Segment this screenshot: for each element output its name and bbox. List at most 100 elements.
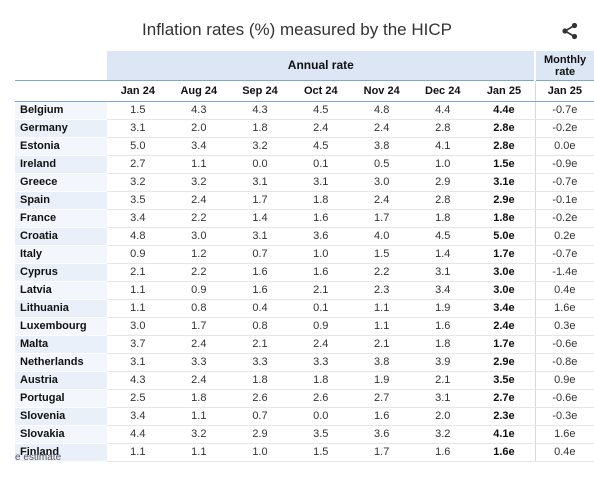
monthly-value-cell: -0.7e bbox=[534, 101, 594, 120]
value-cell: 0.4 bbox=[229, 299, 291, 318]
value-cell: 1.0 bbox=[412, 155, 474, 174]
value-cell: 0.9 bbox=[168, 281, 230, 300]
share-icon[interactable] bbox=[561, 22, 579, 40]
value-cell: 3.0 bbox=[107, 317, 169, 336]
value-cell: 1.6 bbox=[412, 317, 474, 336]
value-cell: 1.5 bbox=[107, 101, 169, 120]
monthly-value-cell: -0.6e bbox=[534, 335, 594, 354]
value-cell: 1.7e bbox=[473, 245, 536, 264]
monthly-value-cell: -0.2e bbox=[534, 119, 594, 138]
value-cell: 5.0e bbox=[473, 227, 536, 246]
value-cell: 2.9e bbox=[473, 191, 536, 210]
table-row: Italy 0.9 1.2 0.7 1.0 1.5 1.4 1.7e -0.7e bbox=[15, 245, 594, 264]
footnote: e estimate bbox=[15, 452, 62, 463]
value-cell: 1.1 bbox=[107, 443, 169, 462]
value-cell: 1.6 bbox=[412, 443, 474, 462]
table-row: Ireland 2.7 1.1 0.0 0.1 0.5 1.0 1.5e -0.9e bbox=[15, 155, 594, 174]
value-cell: 0.7 bbox=[229, 407, 291, 426]
header-row-top: Annual rate Monthly rate bbox=[15, 51, 594, 81]
value-cell: 0.9 bbox=[290, 317, 352, 336]
country-cell: Spain bbox=[15, 191, 108, 210]
value-cell: 1.8e bbox=[473, 209, 536, 228]
value-cell: 3.3 bbox=[229, 353, 291, 372]
table-row: Cyprus 2.1 2.2 1.6 1.6 2.2 3.1 3.0e -1.4e bbox=[15, 263, 594, 282]
value-cell: 2.5 bbox=[107, 389, 169, 408]
value-cell: 3.5 bbox=[290, 425, 352, 444]
value-cell: 4.5 bbox=[412, 227, 474, 246]
value-cell: 1.1 bbox=[107, 299, 169, 318]
value-cell: 1.1 bbox=[168, 155, 230, 174]
table-row: Belgium 1.5 4.3 4.3 4.5 4.8 4.4 4.4e -0.7e bbox=[15, 101, 594, 120]
value-cell: 3.2 bbox=[168, 173, 230, 192]
value-cell: 1.6 bbox=[229, 263, 291, 282]
table-row: Estonia 5.0 3.4 3.2 4.5 3.8 4.1 2.8e 0.0e bbox=[15, 137, 594, 156]
monthly-rate-header-line2: rate bbox=[554, 65, 576, 78]
country-cell: Malta bbox=[15, 335, 108, 354]
value-cell: 3.3 bbox=[168, 353, 230, 372]
value-cell: 1.8 bbox=[290, 191, 352, 210]
value-cell: 4.4 bbox=[107, 425, 169, 444]
column-header: Oct 24 bbox=[290, 80, 352, 102]
value-cell: 1.4 bbox=[229, 209, 291, 228]
value-cell: 2.7 bbox=[107, 155, 169, 174]
table-row: Lithuania 1.1 0.8 0.4 0.1 1.1 1.9 3.4e 1.6e bbox=[15, 299, 594, 318]
column-header: Dec 24 bbox=[412, 80, 474, 102]
value-cell: 2.9 bbox=[229, 425, 291, 444]
value-cell: 2.1 bbox=[290, 281, 352, 300]
value-cell: 2.4 bbox=[351, 191, 413, 210]
value-cell: 1.4 bbox=[412, 245, 474, 264]
annual-rate-header: Annual rate bbox=[107, 51, 537, 81]
hicp-table-container: Annual rate Monthly rate Jan 24 Aug 24 S… bbox=[15, 51, 594, 462]
value-cell: 2.1 bbox=[412, 371, 474, 390]
table-row: Slovakia 4.4 3.2 2.9 3.5 3.6 3.2 4.1e 1.6e bbox=[15, 425, 594, 444]
value-cell: 1.1 bbox=[351, 299, 413, 318]
value-cell: 4.5 bbox=[290, 101, 352, 120]
value-cell: 2.8e bbox=[473, 119, 536, 138]
table-row: Germany 3.1 2.0 1.8 2.4 2.4 2.8 2.8e -0.2e bbox=[15, 119, 594, 138]
value-cell: 3.6 bbox=[290, 227, 352, 246]
table-row: Croatia 4.8 3.0 3.1 3.6 4.0 4.5 5.0e 0.2e bbox=[15, 227, 594, 246]
value-cell: 3.0 bbox=[351, 173, 413, 192]
value-cell: 2.0 bbox=[412, 407, 474, 426]
column-header: Aug 24 bbox=[168, 80, 230, 102]
value-cell: 1.0 bbox=[229, 443, 291, 462]
value-cell: 3.4 bbox=[412, 281, 474, 300]
table-row: Luxembourg 3.0 1.7 0.8 0.9 1.1 1.6 2.4e 0.3e bbox=[15, 317, 594, 336]
monthly-rate-header-line1: Monthly bbox=[543, 53, 587, 66]
value-cell: 0.7 bbox=[229, 245, 291, 264]
value-cell: 1.7e bbox=[473, 335, 536, 354]
value-cell: 2.1 bbox=[107, 263, 169, 282]
value-cell: 1.5e bbox=[473, 155, 536, 174]
header-row-columns: Jan 24 Aug 24 Sep 24 Oct 24 Nov 24 Dec 2… bbox=[15, 80, 594, 102]
value-cell: 1.5 bbox=[351, 245, 413, 264]
value-cell: 4.3 bbox=[107, 371, 169, 390]
value-cell: 4.0 bbox=[351, 227, 413, 246]
value-cell: 2.2 bbox=[168, 209, 230, 228]
value-cell: 1.6e bbox=[473, 443, 536, 462]
value-cell: 4.4e bbox=[473, 101, 536, 120]
monthly-value-cell: 0.2e bbox=[534, 227, 594, 246]
country-cell: France bbox=[15, 209, 108, 228]
table-row: Greece 3.2 3.2 3.1 3.1 3.0 2.9 3.1e -0.7e bbox=[15, 173, 594, 192]
value-cell: 3.1 bbox=[412, 389, 474, 408]
value-cell: 3.7 bbox=[107, 335, 169, 354]
country-cell: Slovenia bbox=[15, 407, 108, 426]
table-row: Latvia 1.1 0.9 1.6 2.1 2.3 3.4 3.0e 0.4e bbox=[15, 281, 594, 300]
value-cell: 0.0 bbox=[229, 155, 291, 174]
hicp-table: Annual rate Monthly rate Jan 24 Aug 24 S… bbox=[15, 51, 594, 462]
value-cell: 2.8 bbox=[412, 119, 474, 138]
value-cell: 2.8e bbox=[473, 137, 536, 156]
value-cell: 3.8 bbox=[351, 137, 413, 156]
country-column-header bbox=[15, 80, 108, 102]
country-cell: Luxembourg bbox=[15, 317, 108, 336]
value-cell: 4.4 bbox=[412, 101, 474, 120]
value-cell: 2.4 bbox=[290, 335, 352, 354]
table-row: Spain 3.5 2.4 1.7 1.8 2.4 2.8 2.9e -0.1e bbox=[15, 191, 594, 210]
value-cell: 2.6 bbox=[290, 389, 352, 408]
value-cell: 2.7 bbox=[351, 389, 413, 408]
value-cell: 4.1e bbox=[473, 425, 536, 444]
value-cell: 3.0e bbox=[473, 263, 536, 282]
monthly-value-cell: -0.7e bbox=[534, 245, 594, 264]
value-cell: 3.4 bbox=[168, 137, 230, 156]
monthly-value-cell: 0.4e bbox=[534, 281, 594, 300]
